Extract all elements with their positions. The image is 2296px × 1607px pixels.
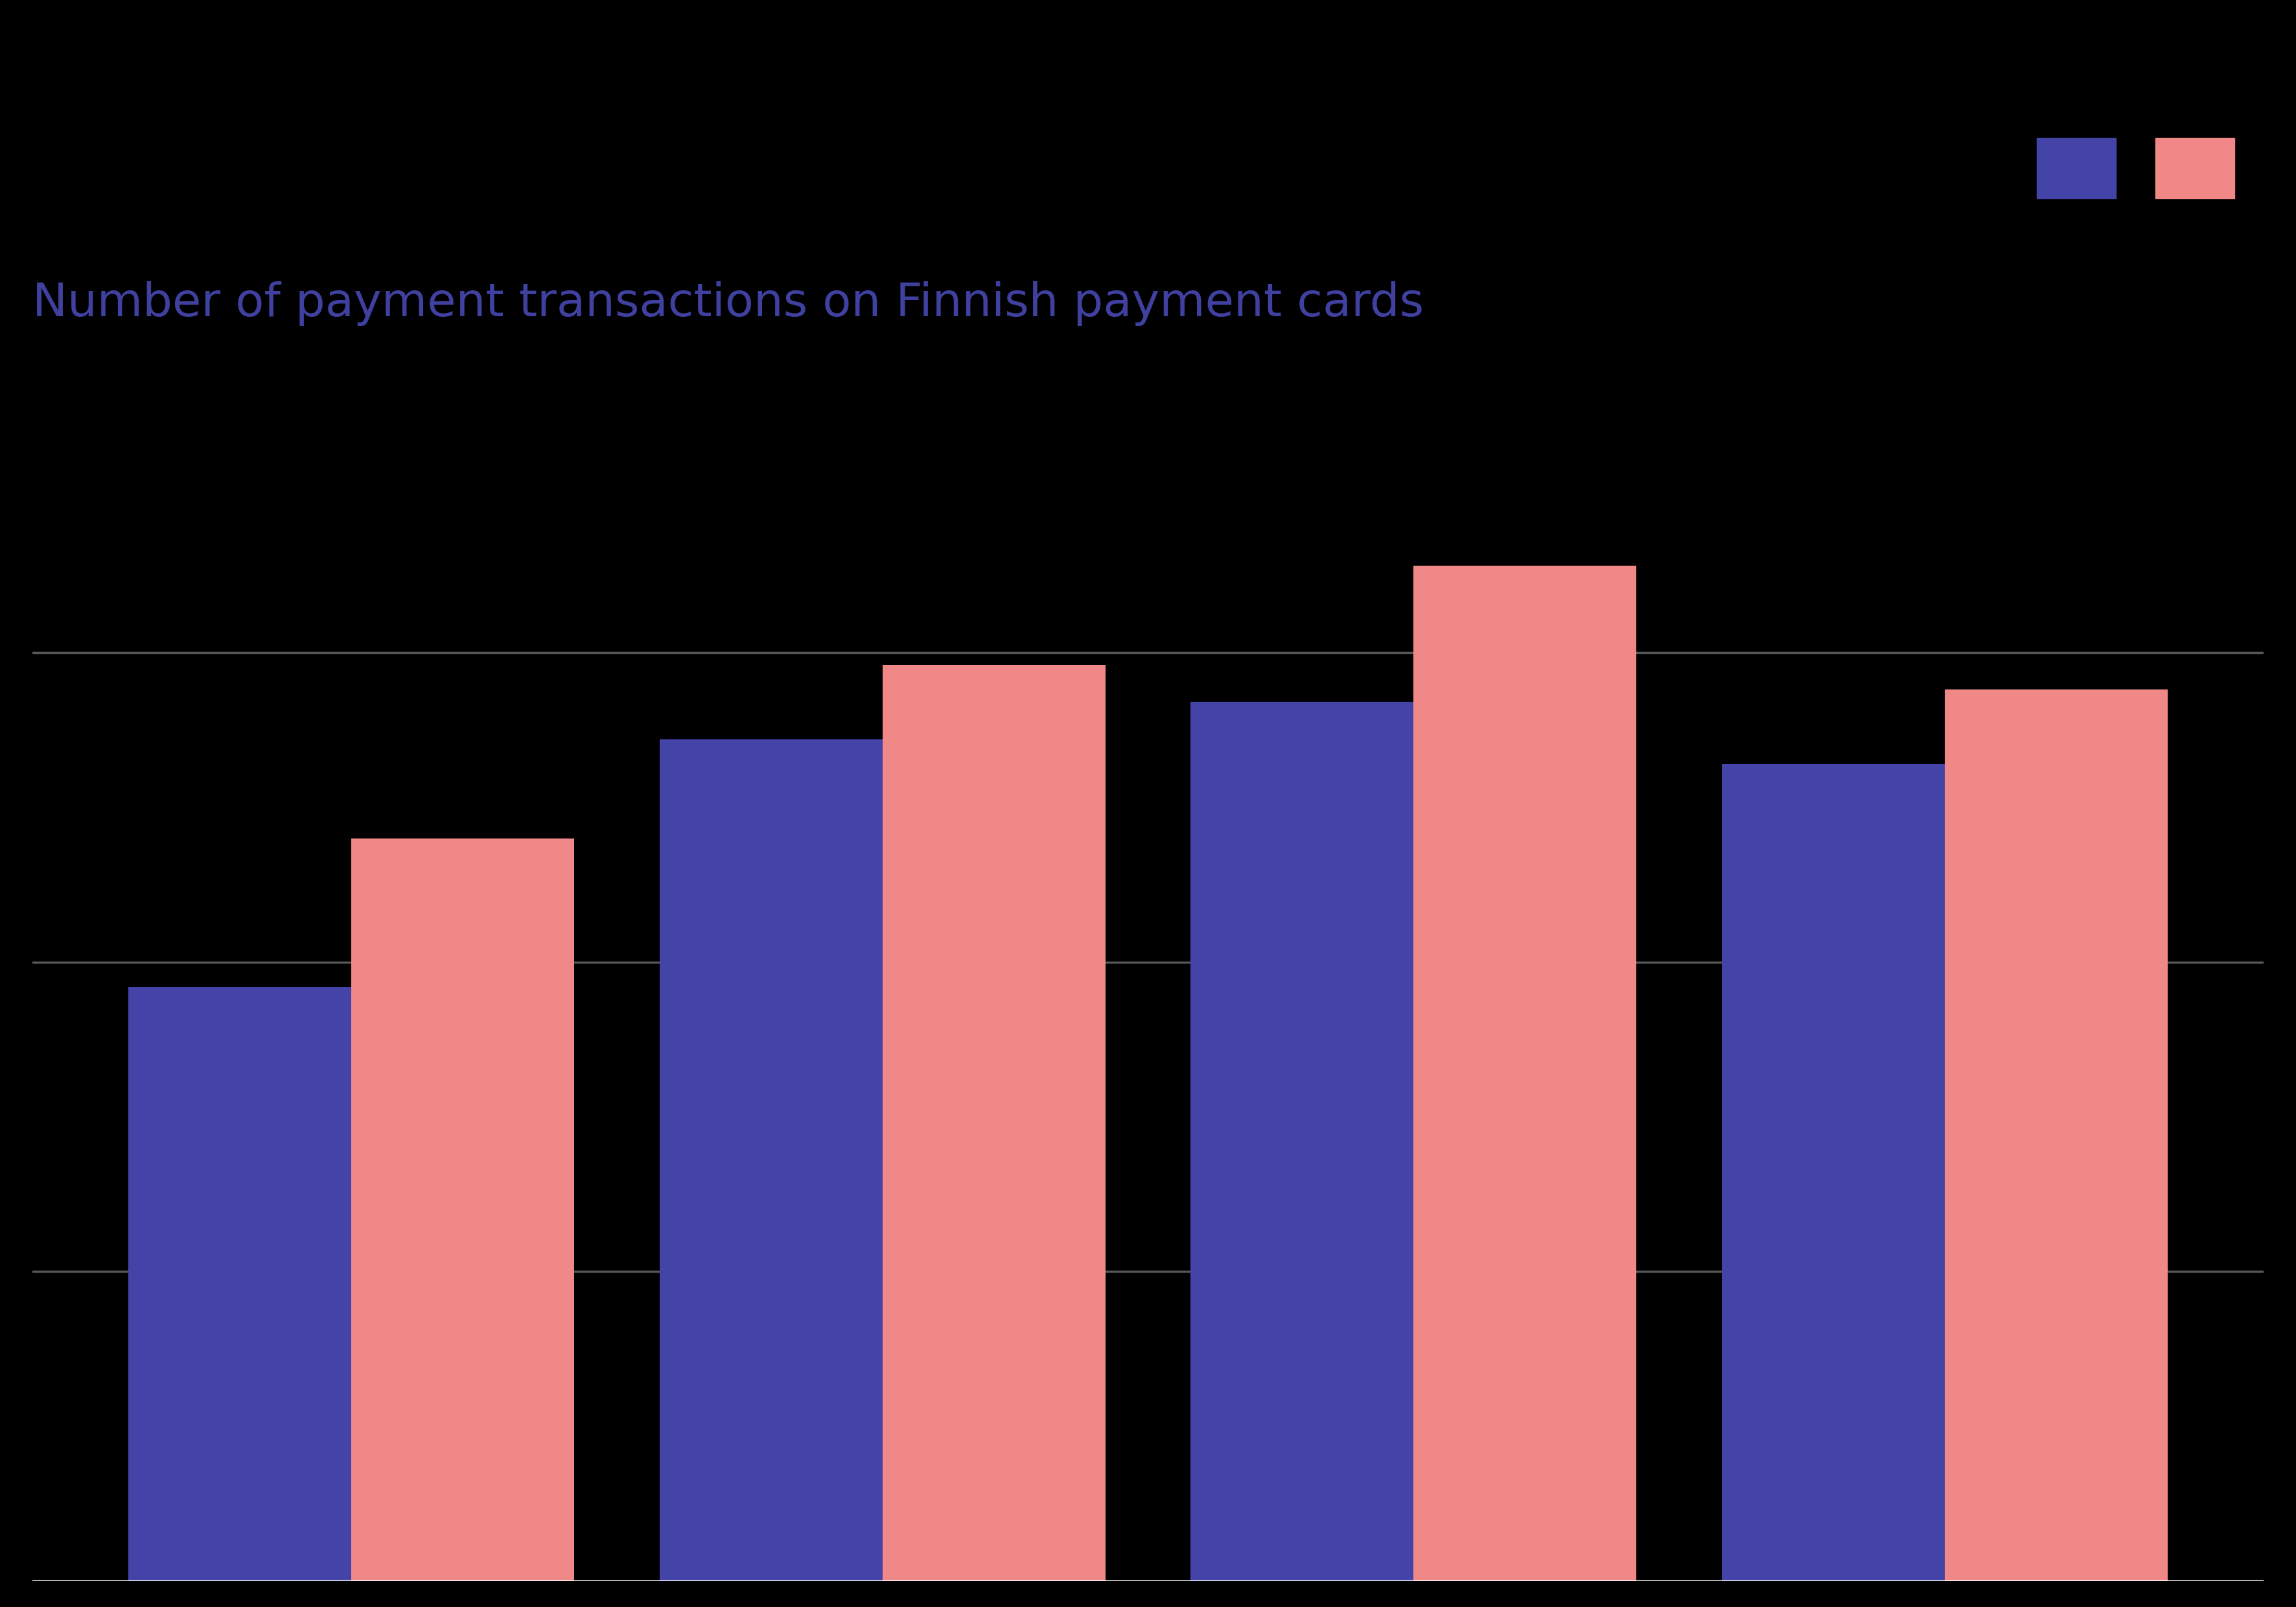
- Bar: [659, 739, 882, 1581]
- Bar: [1414, 566, 1637, 1581]
- Bar: [882, 665, 1104, 1581]
- Bar: [1722, 763, 1945, 1581]
- Legend: , : ,: [2037, 138, 2245, 198]
- Bar: [1945, 689, 2167, 1581]
- Bar: [1192, 702, 1414, 1581]
- Bar: [351, 839, 574, 1581]
- Text: Number of payment transactions on Finnish payment cards: Number of payment transactions on Finnis…: [32, 281, 1424, 326]
- Bar: [129, 987, 351, 1581]
